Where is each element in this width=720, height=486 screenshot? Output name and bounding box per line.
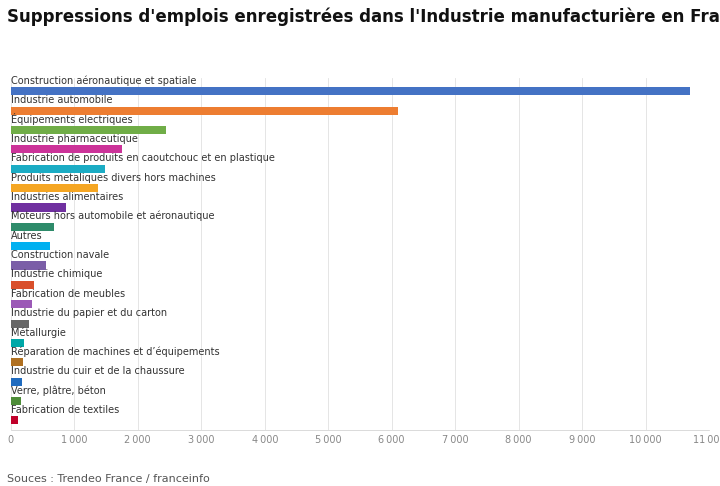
Bar [11,106,398,115]
Bar [11,184,99,192]
Bar [11,378,22,386]
Bar [11,261,46,270]
Text: Autres: Autres [11,231,42,241]
Text: Industrie automobile: Industrie automobile [11,95,112,105]
Text: Produits metaliques divers hors machines: Produits metaliques divers hors machines [11,173,215,183]
Bar [11,397,21,405]
Bar [11,242,50,250]
Bar [11,165,105,173]
Text: Industrie du cuir et de la chaussure: Industrie du cuir et de la chaussure [11,366,184,376]
Text: Industrie chimique: Industrie chimique [11,270,102,279]
Bar [11,300,32,308]
Text: Construction navale: Construction navale [11,250,109,260]
Text: Souces : Trendeo France / franceinfo: Souces : Trendeo France / franceinfo [7,473,210,484]
Text: Métallurgie: Métallurgie [11,327,66,338]
Text: Fabrication de meubles: Fabrication de meubles [11,289,125,299]
Bar [11,223,54,231]
Text: Industries alimentaires: Industries alimentaires [11,192,123,202]
Bar [11,417,18,424]
Bar [11,320,29,328]
Bar [11,281,35,289]
Bar [11,339,24,347]
Text: Équipements electriques: Équipements electriques [11,113,132,124]
Bar [11,126,166,134]
Bar [11,87,690,95]
Text: Suppressions d'emplois enregistrées dans l'Industrie manufacturière en France de: Suppressions d'emplois enregistrées dans… [7,7,720,26]
Text: Fabrication de textiles: Fabrication de textiles [11,405,119,415]
Text: Moteurs hors automobile et aéronautique: Moteurs hors automobile et aéronautique [11,211,215,222]
Bar [11,204,66,211]
Text: Fabrication de produits en caoutchouc et en plastique: Fabrication de produits en caoutchouc et… [11,153,274,163]
Text: Verre, plâtre, béton: Verre, plâtre, béton [11,385,106,396]
Text: Industrie pharmaceutique: Industrie pharmaceutique [11,134,138,144]
Bar [11,145,122,154]
Bar [11,358,23,366]
Text: Réparation de machines et d’équipements: Réparation de machines et d’équipements [11,347,220,357]
Text: Industrie du papier et du carton: Industrie du papier et du carton [11,308,167,318]
Text: Construction aéronautique et spatiale: Construction aéronautique et spatiale [11,75,196,86]
